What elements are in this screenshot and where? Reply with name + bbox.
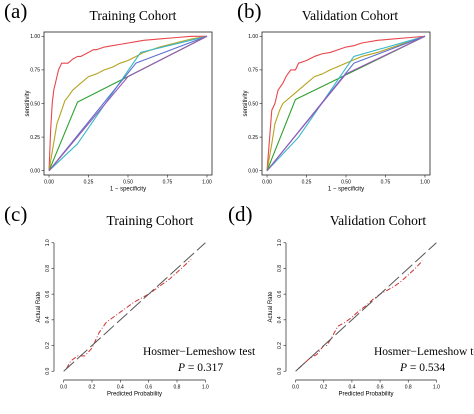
x-tick-label: 0.50	[123, 180, 133, 186]
panel-b: (b) Validation Cohort 0.00 0.25 0.50 0.75 1.00…	[237, 0, 431, 193]
y-tick-label: 0.75	[248, 68, 258, 74]
panel-c: (c) Training Cohort 0.0 0.2 0.4 0.6 0.8 1.0 0.0 0…	[4, 202, 256, 398]
x-tick-label: 0.8	[174, 385, 181, 391]
y-tick-label: 0.75	[30, 68, 40, 74]
y-tick-label: 0.50	[30, 101, 40, 107]
p-value: = 0.534	[407, 362, 445, 374]
series-line-1	[48, 35, 207, 171]
x-tick-label: 0.0	[60, 385, 67, 391]
y-tick-label: 0.50	[248, 101, 258, 107]
x-tick-label: 0.50	[341, 180, 351, 186]
series-line-4	[48, 35, 208, 172]
y-tick-label: 0.4	[277, 316, 283, 323]
y-tick-label: 1.0	[277, 239, 283, 246]
x-tick-label: 0.2	[89, 385, 96, 391]
panel-letter: (c)	[4, 202, 27, 226]
x-tick-label: 0.25	[302, 180, 312, 186]
x-tick-label: 1.00	[420, 180, 430, 186]
x-tick-label: 0.75	[163, 180, 173, 186]
plot-frame	[43, 31, 213, 176]
x-axis-title: Predicted Probability	[107, 392, 162, 398]
hosmer-lemeshow-label: Hosmer−Lemeshow test	[143, 346, 256, 358]
x-axis-title: 1 − specificity	[110, 187, 146, 193]
y-tick-label: 0.00	[30, 169, 40, 175]
series-line-1	[266, 35, 426, 171]
x-tick-label: 0.6	[145, 385, 152, 391]
p-value-label: P = 0.317	[177, 362, 223, 374]
x-tick-label: 1.0	[202, 385, 209, 391]
p-symbol: P	[399, 362, 407, 374]
series-line-1	[66, 259, 192, 369]
x-axis-title: Predicted Probability	[338, 392, 393, 398]
chart-title: Validation Cohort	[302, 8, 399, 23]
series-line-3	[266, 35, 426, 171]
y-tick-label: 0.2	[45, 342, 51, 349]
y-tick-label: 0.2	[277, 342, 283, 349]
series-line-5	[266, 35, 426, 172]
x-tick-label: 0.25	[84, 180, 94, 186]
chart-title: Validation Cohort	[330, 213, 427, 228]
y-tick-label: 0.0	[277, 368, 283, 375]
y-tick-label: 0.8	[45, 265, 51, 272]
y-tick-label: 0.6	[45, 290, 51, 297]
panel-a: (a) Training Cohort 0.00 0.25 0.50 0.75 1.00 0.…	[4, 0, 213, 193]
y-tick-label: 1.00	[30, 34, 40, 40]
panel-letter: (a)	[4, 0, 27, 23]
series-line-6	[48, 35, 208, 172]
y-tick-label: 0.6	[277, 290, 283, 297]
plot-frame	[261, 31, 431, 176]
y-axis-title: sensitivity	[243, 90, 249, 116]
series-line-2	[295, 242, 437, 372]
y-tick-label: 0.8	[277, 265, 283, 272]
x-tick-label: 0.00	[262, 180, 272, 186]
panel-letter: (b)	[237, 0, 262, 23]
p-symbol: P	[177, 362, 185, 374]
x-tick-label: 0.8	[405, 385, 412, 391]
y-tick-label: 1.00	[248, 34, 258, 40]
y-tick-label: 0.00	[248, 169, 258, 175]
series-line-2	[266, 35, 426, 171]
x-axis-title: 1 − specificity	[328, 187, 364, 193]
hosmer-lemeshow-label: Hosmer−Lemeshow test	[374, 346, 474, 358]
series-line-1	[298, 260, 423, 370]
x-tick-label: 0.4	[117, 385, 124, 391]
y-axis-title: Actual Rate	[36, 291, 42, 323]
y-tick-label: 0.25	[248, 135, 258, 141]
p-value: = 0.317	[185, 362, 223, 374]
x-tick-label: 0.2	[320, 385, 327, 391]
panel-letter: (d)	[228, 202, 253, 226]
series-line-6	[266, 35, 426, 172]
y-axis-title: Actual Rate	[268, 291, 274, 323]
chart-title: Training Cohort	[90, 8, 177, 23]
x-tick-label: 0.4	[348, 385, 355, 391]
series-line-2	[48, 35, 208, 171]
panel-d: (d) Validation Cohort 0.0 0.2 0.4 0.6 0.8 1.0 0.…	[228, 202, 474, 398]
series-line-2	[63, 242, 206, 372]
series-line-4	[266, 35, 426, 172]
y-tick-label: 0.25	[30, 135, 40, 141]
chart-title: Training Cohort	[107, 213, 194, 228]
y-tick-label: 0.4	[45, 316, 51, 323]
series-line-5	[48, 35, 208, 172]
p-value-label: P = 0.534	[399, 362, 445, 374]
y-axis-title: sensitivity	[25, 90, 31, 116]
x-tick-label: 0.00	[44, 180, 54, 186]
series-line-3	[48, 35, 208, 171]
y-tick-label: 0.0	[45, 368, 51, 375]
x-tick-label: 0.75	[381, 180, 391, 186]
x-tick-label: 1.00	[202, 180, 212, 186]
y-tick-label: 1.0	[45, 239, 51, 246]
x-tick-label: 0.0	[292, 385, 299, 391]
x-tick-label: 0.6	[377, 385, 384, 391]
x-tick-label: 1.0	[433, 385, 440, 391]
